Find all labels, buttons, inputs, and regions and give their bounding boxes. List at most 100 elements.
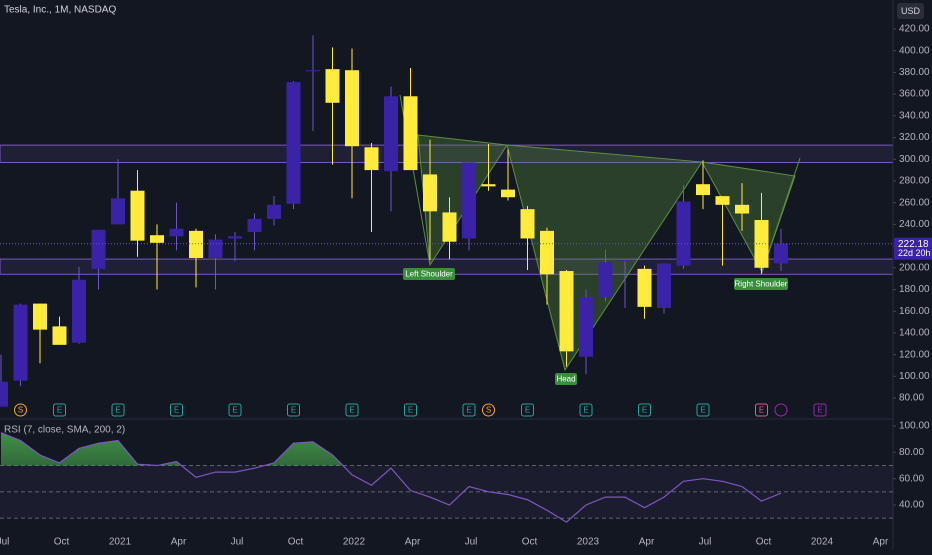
x-tick-label: 2024 xyxy=(811,537,834,548)
candle-body xyxy=(111,198,125,225)
candle-body xyxy=(540,230,554,275)
x-tick-label: Jul xyxy=(465,537,478,548)
event-icon[interactable] xyxy=(404,403,417,417)
candle-body xyxy=(325,69,340,103)
candle-body xyxy=(13,304,28,381)
event-icon[interactable] xyxy=(774,403,788,417)
candle-body xyxy=(0,381,8,407)
candle-body xyxy=(618,260,632,262)
candle-body xyxy=(247,218,262,232)
x-tick-label: 2023 xyxy=(577,537,600,548)
event-letter: E xyxy=(817,406,822,415)
event-letter: E xyxy=(642,406,647,415)
event-icon[interactable] xyxy=(482,403,495,417)
event-letter: S xyxy=(18,406,23,415)
x-tick-label: Jul xyxy=(231,537,244,548)
x-tick-label: Jul xyxy=(699,537,712,548)
event-letter: E xyxy=(408,406,413,415)
y-tick-label: 80.00 xyxy=(899,393,924,404)
event-icon[interactable] xyxy=(521,403,534,417)
y-tick-label: 300.00 xyxy=(899,154,930,165)
candle-body xyxy=(403,96,418,171)
candle-body xyxy=(364,147,379,171)
candle-body xyxy=(306,70,320,72)
candle-body xyxy=(228,236,242,239)
x-tick-label: 2022 xyxy=(343,537,366,548)
pattern-label: Head xyxy=(556,375,575,384)
rsi-overbought-fill xyxy=(1,432,781,466)
event-icon[interactable] xyxy=(696,403,710,417)
event-icon[interactable] xyxy=(345,403,359,417)
event-icon[interactable] xyxy=(53,403,66,417)
candle-body xyxy=(481,184,496,187)
candle-body xyxy=(267,204,281,219)
last-price-box xyxy=(894,237,932,260)
event-icon[interactable] xyxy=(755,403,768,417)
pattern-label: Right Shoulder xyxy=(735,280,788,289)
candle-body xyxy=(423,174,437,212)
event-icon[interactable] xyxy=(14,403,27,417)
y-tick-label: 260.00 xyxy=(899,197,930,208)
y-tick-label: 360.00 xyxy=(899,89,930,100)
candle-body xyxy=(462,162,476,239)
x-tick-label: Oct xyxy=(54,537,70,548)
y-tick-label: 240.00 xyxy=(899,219,930,230)
event-icon[interactable] xyxy=(287,403,300,417)
candle-body xyxy=(501,189,515,198)
event-icon[interactable] xyxy=(638,403,651,417)
y-tick-label: 400.00 xyxy=(899,45,930,56)
event-letter: E xyxy=(466,406,471,415)
x-tick-label: Oct xyxy=(756,537,772,548)
y-tick-label: 140.00 xyxy=(899,328,930,339)
x-tick-label: 2021 xyxy=(109,537,132,548)
candle-body xyxy=(442,212,457,242)
x-tick-label: Jul xyxy=(0,537,9,548)
y-tick-label: 100.00 xyxy=(899,371,930,382)
rsi-label: RSI (7, close, SMA, 200, 2) xyxy=(4,425,125,436)
pattern-label-box xyxy=(555,373,577,385)
candle-body xyxy=(657,263,671,308)
candle-body xyxy=(696,184,710,196)
event-icon[interactable] xyxy=(579,403,593,417)
candle-body xyxy=(208,239,223,259)
event-letter: E xyxy=(583,406,588,415)
y-tick-label: 120.00 xyxy=(899,349,930,360)
candle-body xyxy=(579,297,593,357)
event-icon[interactable] xyxy=(228,403,242,417)
event-letter: E xyxy=(700,406,705,415)
candle-body xyxy=(774,243,788,264)
currency-box[interactable] xyxy=(897,3,924,19)
y-tick-label: 320.00 xyxy=(899,132,930,143)
rsi-line xyxy=(0,432,782,523)
candle-body xyxy=(754,220,769,268)
event-letter: E xyxy=(525,406,530,415)
candle-body xyxy=(286,82,301,204)
candle-body xyxy=(189,230,203,259)
event-letter: E xyxy=(174,406,179,415)
pattern-label: Left Shoulder xyxy=(405,270,453,279)
x-tick-label: Oct xyxy=(522,537,538,548)
x-tick-label: Apr xyxy=(873,537,889,548)
last-price: 222.18 xyxy=(898,239,929,250)
event-icon[interactable] xyxy=(170,403,183,417)
event-icon[interactable] xyxy=(111,403,125,417)
y-tick-label: 380.00 xyxy=(899,67,930,78)
y-tick-label: 40.00 xyxy=(899,500,924,511)
event-letter: E xyxy=(57,406,62,415)
event-letter: E xyxy=(349,406,354,415)
candle-body xyxy=(72,279,86,343)
x-tick-label: Apr xyxy=(171,537,187,548)
event-icon[interactable] xyxy=(462,403,476,417)
candle-body xyxy=(150,235,164,243)
currency: USD xyxy=(901,6,921,16)
candle-body xyxy=(598,262,613,298)
y-tick-label: 180.00 xyxy=(899,284,930,295)
candle-body xyxy=(384,96,398,172)
y-tick-label: 60.00 xyxy=(899,473,924,484)
event-icon[interactable] xyxy=(813,403,827,417)
candle-body xyxy=(91,229,106,269)
event-letter: E xyxy=(232,406,237,415)
chart-title: Tesla, Inc., 1M, NASDAQ xyxy=(4,5,116,16)
